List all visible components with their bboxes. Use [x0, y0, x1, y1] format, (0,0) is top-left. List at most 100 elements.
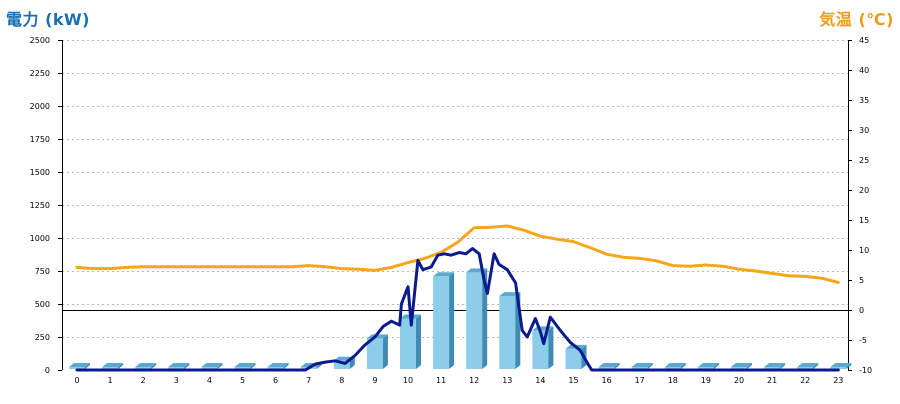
bar-5	[234, 363, 256, 369]
x-tick-label-11: 11	[436, 376, 446, 385]
bar-face	[631, 367, 648, 369]
bar-side	[217, 363, 223, 369]
bar-face	[168, 367, 185, 369]
bar-face	[598, 367, 615, 369]
bar-side	[647, 363, 653, 369]
x-tick-label-5: 5	[240, 376, 245, 385]
x-tick-label-22: 22	[800, 376, 810, 385]
bar-23	[830, 363, 852, 369]
y-right-tick-label: 40	[859, 66, 869, 75]
temperature-line	[75, 224, 840, 284]
bar-side	[846, 363, 852, 369]
x-tick-label-18: 18	[668, 376, 678, 385]
bar-face	[333, 360, 350, 369]
y-left-tick-label: 250	[35, 333, 50, 342]
bar-side	[416, 314, 421, 369]
bar-face	[731, 367, 747, 369]
y-left-tick-label: 0	[45, 366, 50, 375]
bar-top	[664, 363, 686, 367]
bar-face	[433, 276, 450, 369]
y-right-tick-label: 30	[859, 126, 869, 135]
left-axis-title: 電力 (kW)	[6, 10, 90, 29]
y-right-tick-label: 35	[859, 96, 869, 105]
bar-top	[201, 363, 223, 367]
power-line	[75, 247, 840, 372]
bar-side	[713, 363, 719, 369]
bar-side	[184, 363, 190, 369]
bar-top	[631, 363, 653, 367]
y-left-tick-label: 750	[35, 267, 50, 276]
bar-side	[813, 363, 819, 369]
y-right-tick-label: 0	[859, 306, 864, 315]
bar-side	[382, 334, 388, 369]
bar-face	[764, 367, 781, 369]
x-tick-label-12: 12	[469, 376, 479, 385]
x-tick-label-19: 19	[701, 376, 711, 385]
y-left-tick-label: 1750	[30, 135, 50, 144]
y-left-tick-label: 500	[35, 300, 50, 309]
bar-top	[764, 363, 786, 367]
bar-side	[614, 363, 620, 369]
bar-top	[797, 363, 819, 367]
x-tick-label-16: 16	[602, 376, 612, 385]
x-tick-label-17: 17	[635, 376, 645, 385]
x-tick-label-6: 6	[273, 376, 278, 385]
y-left-tick-label: 1250	[30, 201, 50, 210]
bar-side	[85, 363, 90, 369]
bar-face	[664, 367, 681, 369]
y-right-tick-label: 10	[859, 246, 869, 255]
y-right-tick-label: 20	[859, 186, 869, 195]
bar-face	[267, 367, 284, 369]
bar-face	[565, 348, 582, 369]
bar-face	[201, 367, 218, 369]
bar-face	[830, 367, 847, 369]
bar-side	[151, 363, 157, 369]
x-tick-label-21: 21	[767, 376, 777, 385]
right-axis-title: 気温 (℃)	[819, 10, 894, 29]
bar-side	[283, 363, 289, 369]
x-tick-label-15: 15	[568, 376, 578, 385]
bar-face	[797, 367, 814, 369]
y-right-tick-label: 5	[859, 276, 864, 285]
bar-22	[797, 363, 819, 369]
bar-top	[830, 363, 852, 367]
x-tick-label-1: 1	[108, 376, 113, 385]
bar-1	[102, 363, 124, 369]
x-tick-label-20: 20	[734, 376, 744, 385]
y-left-tick-label: 2000	[30, 102, 50, 111]
x-tick-label-9: 9	[372, 376, 377, 385]
bar-top	[598, 363, 620, 367]
bar-top	[102, 363, 124, 367]
bar-face	[234, 367, 251, 369]
bar-top	[69, 363, 90, 367]
x-tick-label-3: 3	[174, 376, 179, 385]
bar-top	[168, 363, 190, 367]
x-tick-label-23: 23	[833, 376, 843, 385]
bar-side	[250, 363, 256, 369]
x-tick-label-0: 0	[74, 376, 79, 385]
bar-16	[598, 363, 620, 369]
bar-top	[267, 363, 289, 367]
bar-19	[697, 363, 719, 369]
y-left-tick-label: 2250	[30, 69, 50, 78]
bar-2	[135, 363, 157, 369]
bar-face	[366, 338, 383, 369]
bar-top	[731, 363, 752, 367]
y-right-tick-label: 25	[859, 156, 869, 165]
bar-face	[102, 367, 119, 369]
bar-top	[499, 292, 521, 297]
bar-top	[135, 363, 157, 367]
x-tick-label-13: 13	[502, 376, 512, 385]
bar-face	[499, 296, 516, 369]
y-left-tick-label: 2500	[30, 36, 50, 45]
bar-face	[69, 367, 85, 369]
x-tick-label-4: 4	[207, 376, 212, 385]
bar-side	[680, 363, 686, 369]
bar-top	[697, 363, 719, 367]
x-tick-label-10: 10	[403, 376, 413, 385]
bar-20	[731, 363, 752, 369]
bar-face	[466, 272, 483, 369]
bar-side	[548, 326, 554, 369]
